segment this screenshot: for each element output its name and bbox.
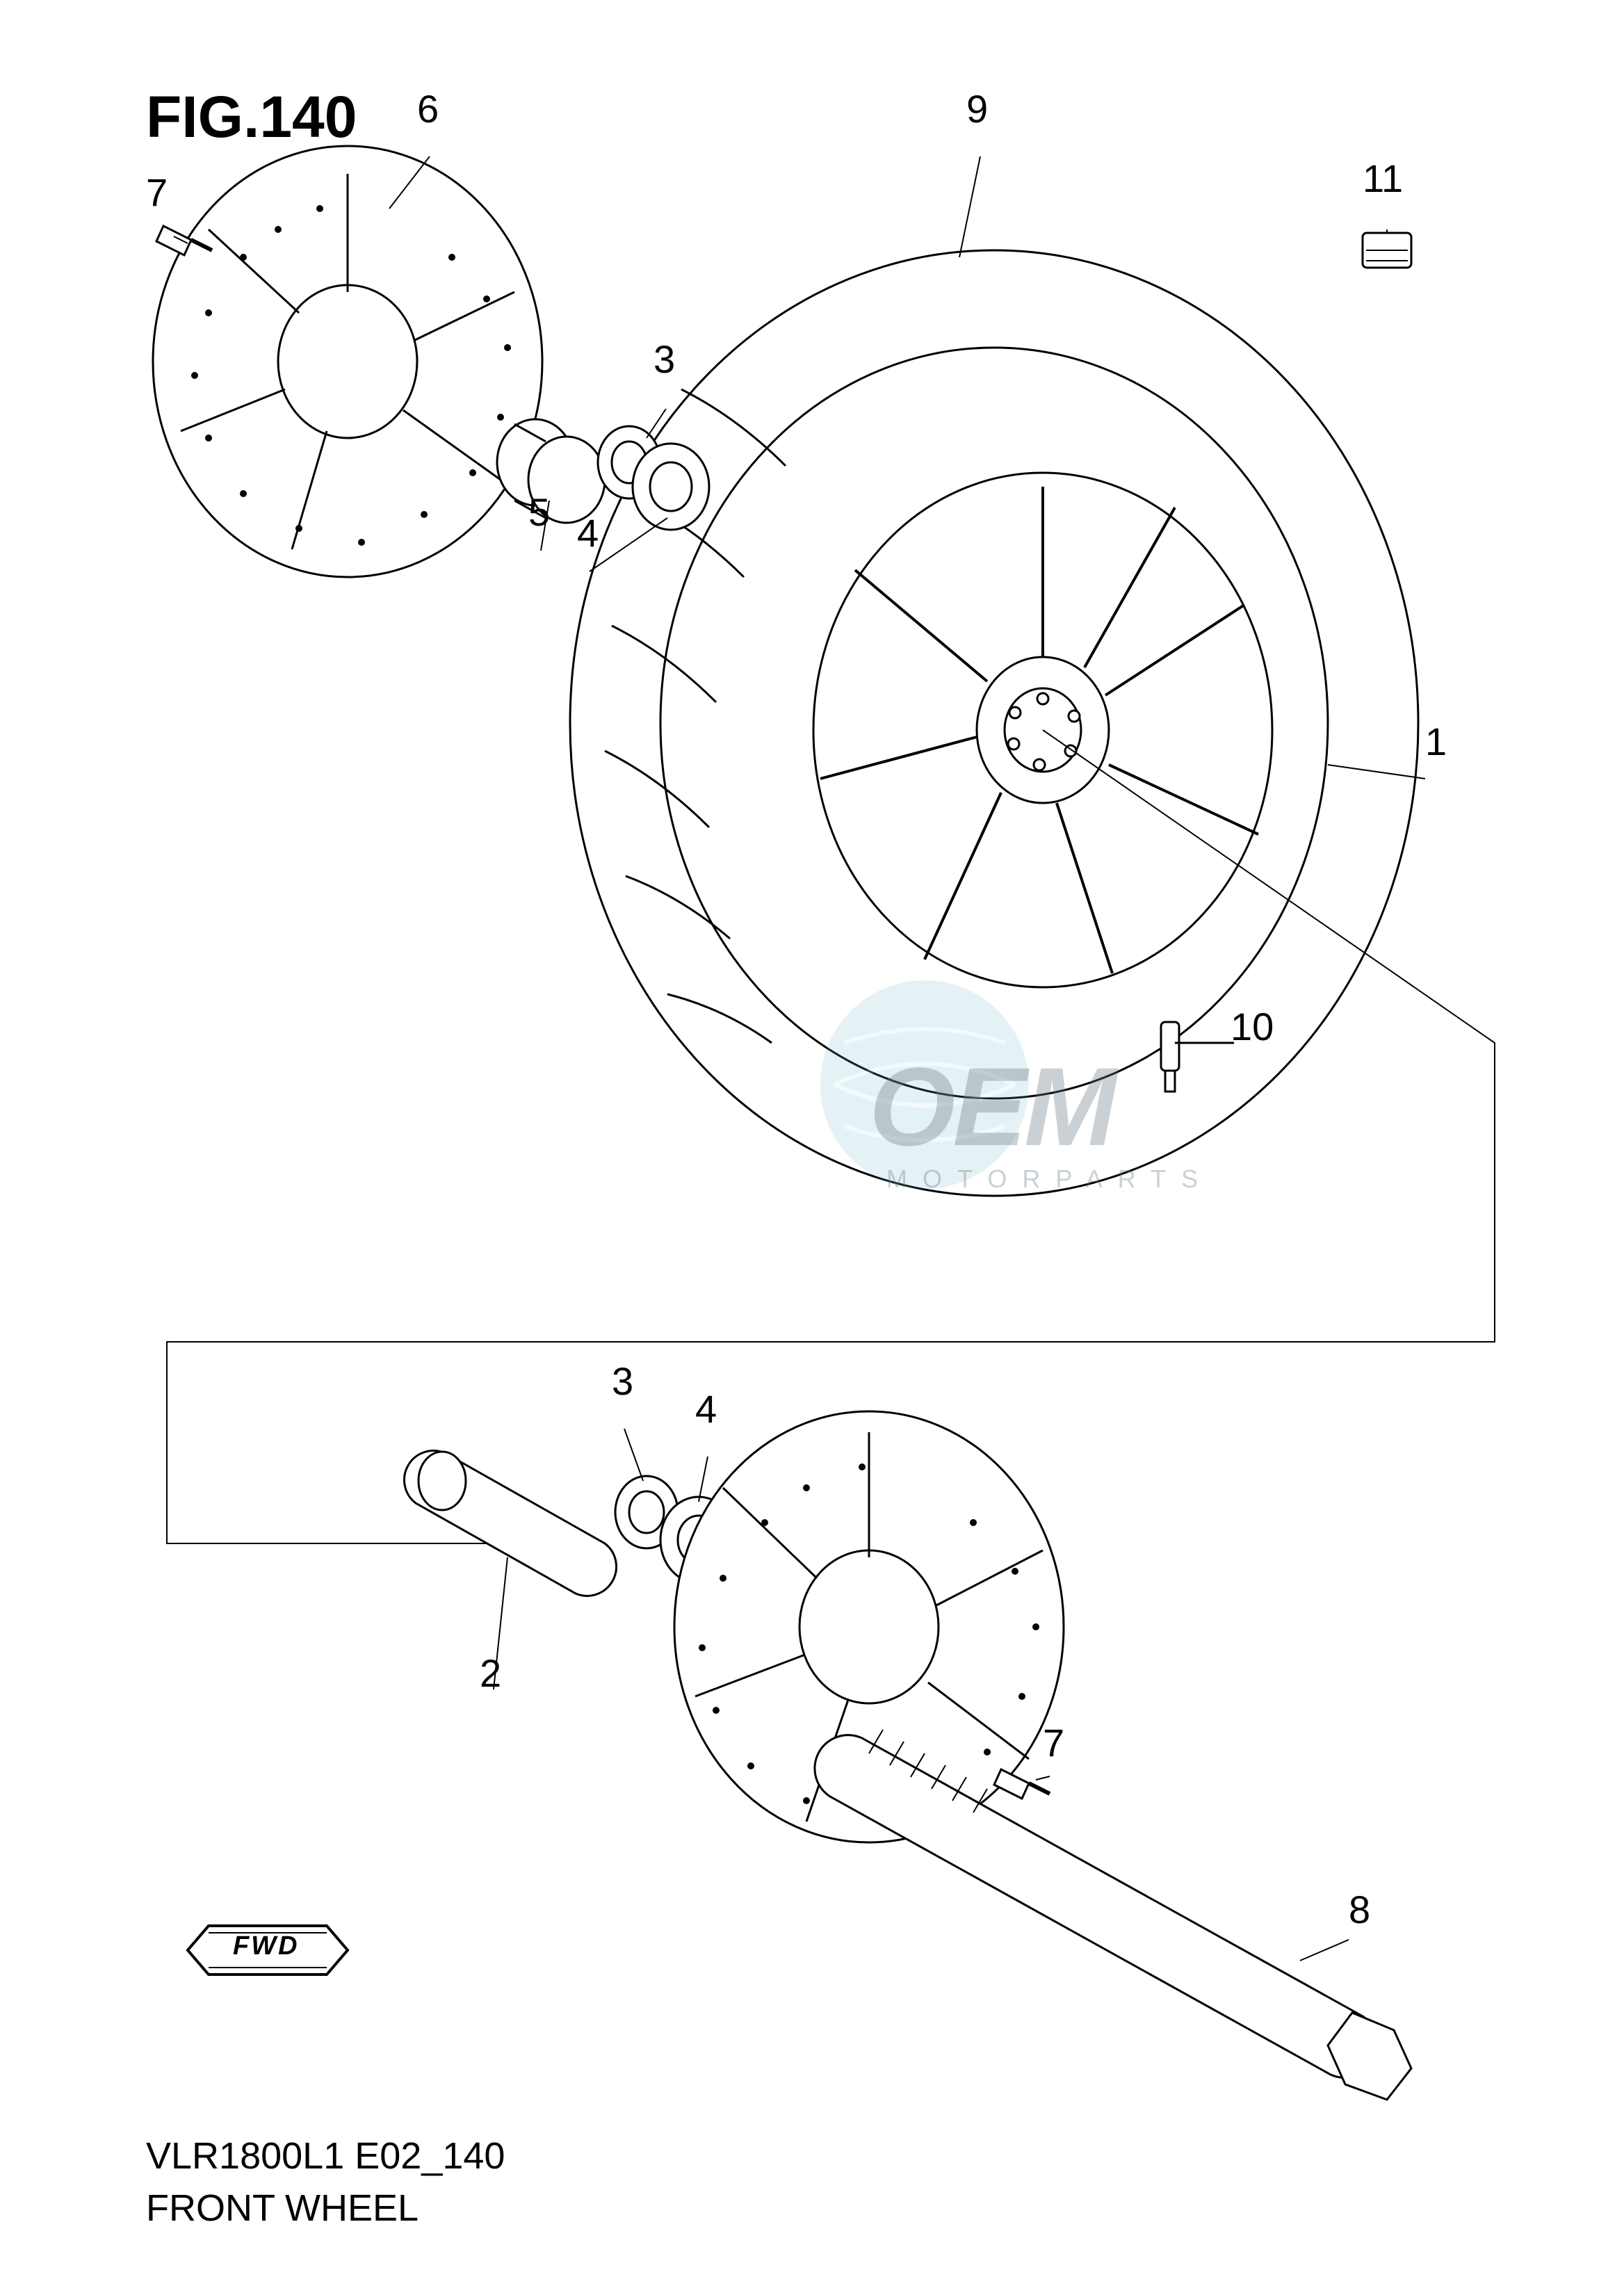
figure-title: FIG.140 (146, 83, 357, 151)
callout-4-6: 4 (577, 510, 599, 555)
callout-7-1: 7 (146, 170, 168, 215)
callout-2-11: 2 (480, 1651, 501, 1696)
fwd-label: FWD (233, 1931, 300, 1961)
callout-10-8: 10 (1231, 1004, 1274, 1049)
callout-6-0: 6 (417, 86, 439, 131)
callout-9-2: 9 (966, 86, 988, 131)
footer-title: FRONT WHEEL (146, 2187, 419, 2230)
callout-3-4: 3 (653, 336, 675, 382)
callout-8-13: 8 (1349, 1887, 1370, 1932)
callout-11-3: 11 (1363, 156, 1403, 201)
callout-4-10: 4 (695, 1386, 717, 1432)
callout-1-7: 1 (1425, 719, 1447, 764)
callout-7-12: 7 (1043, 1720, 1064, 1765)
footer-code: VLR1800L1 E02_140 (146, 2134, 505, 2178)
callout-5-5: 5 (528, 489, 550, 535)
callout-3-9: 3 (612, 1359, 633, 1404)
